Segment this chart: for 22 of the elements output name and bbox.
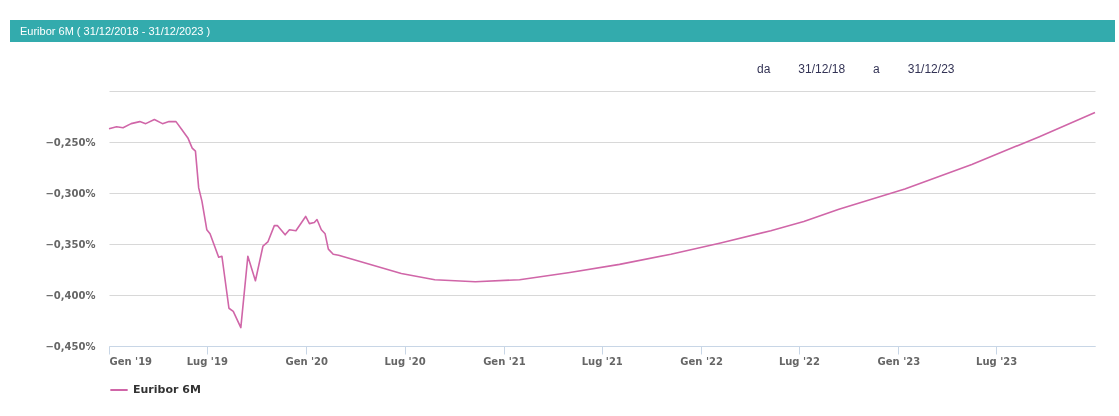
text: 31/12/23 [907,62,955,76]
chart-title: Euribor 6M ( 31/12/2018 - 31/12/2023 ) [19,25,211,37]
x-tick-label: Lug '22 [778,355,821,367]
y-tick-label: −0,400% [45,289,96,301]
y-tick-label: −0,250% [45,136,96,148]
x-tick-label: Lug '23 [976,355,1018,367]
x-tick-label: Gen '23 [877,355,921,367]
x-tick-label: Gen '20 [285,355,329,367]
y-tick-label: −0,450% [45,340,96,352]
text: 31/12/18 [798,62,846,76]
x-tick-label: Lug '19 [186,355,228,367]
y-tick-label: −0,350% [45,238,96,250]
x-tick-label: Gen '21 [483,355,526,367]
line-series [108,111,1096,329]
text: a [873,62,880,76]
x-tick-label: Lug '21 [581,355,623,367]
text: da [757,62,771,76]
x-tick-label: Gen '22 [680,355,723,367]
x-tick-label: Gen '19 [109,355,153,367]
x-tick-label: Lug '20 [384,355,426,367]
y-tick-label: −0,300% [45,187,96,199]
legend-label: Euribor 6M [133,383,201,396]
